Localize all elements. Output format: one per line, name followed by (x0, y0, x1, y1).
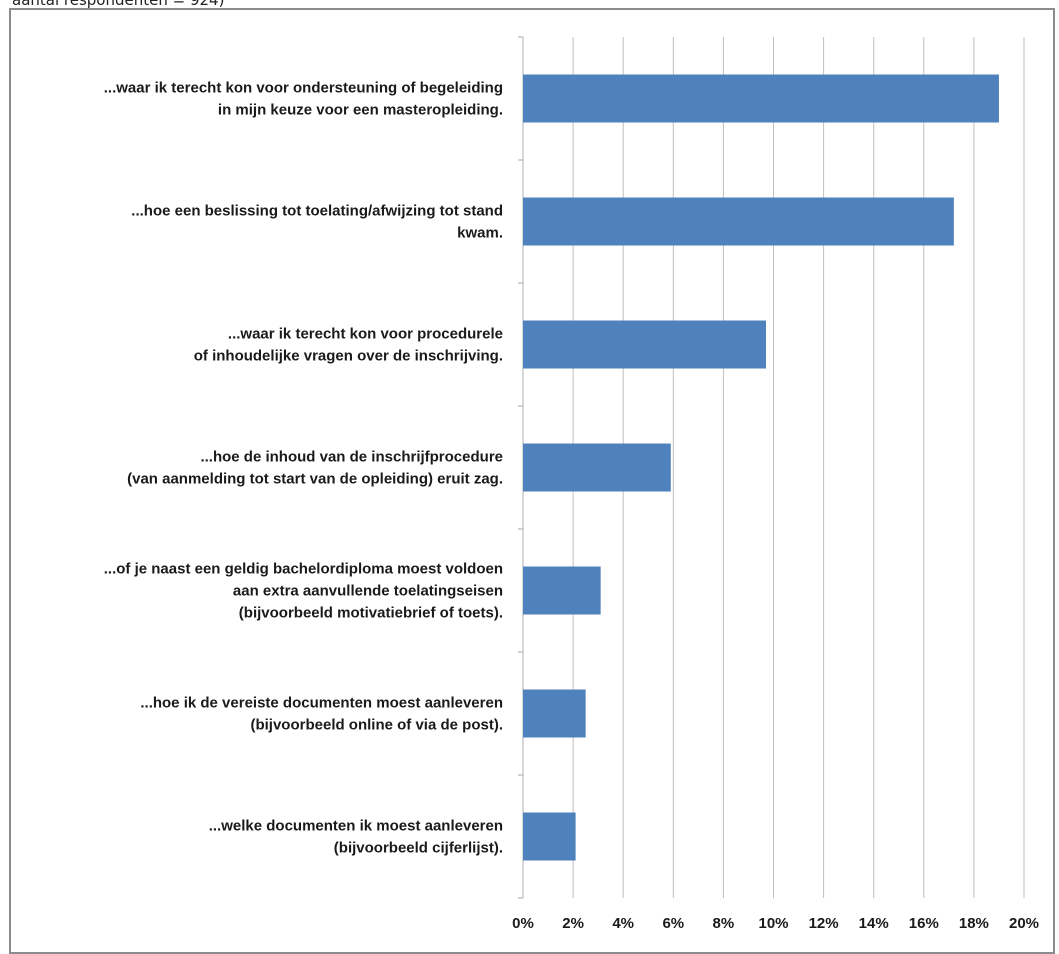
category-label: ...of je naast een geldig bachelordiplom… (104, 561, 503, 578)
bar (523, 812, 576, 861)
chart-caption: aantal respondenten = 924) (12, 0, 225, 9)
x-tick-label: 6% (662, 915, 684, 932)
bar (523, 566, 601, 615)
bar (523, 689, 586, 738)
bar (523, 197, 954, 246)
category-label: ...hoe de inhoud van de inschrijfprocedu… (200, 449, 503, 466)
category-label: (bijvoorbeeld motivatiebrief of toets). (239, 605, 503, 622)
category-label: ...hoe ik de vereiste documenten moest a… (140, 695, 503, 712)
category-label: (bijvoorbeeld online of via de post). (250, 717, 503, 734)
category-label: (bijvoorbeeld cijferlijst). (334, 840, 503, 857)
chart-frame: ...waar ik terecht kon voor ondersteunin… (9, 8, 1055, 954)
bar (523, 443, 671, 492)
category-label: aan extra aanvullende toelatingseisen (233, 583, 503, 600)
x-tick-label: 4% (612, 915, 634, 932)
category-label: ...waar ik terecht kon voor procedurele (228, 326, 503, 343)
category-label: ...hoe een beslissing tot toelating/afwi… (131, 203, 503, 220)
x-tick-label: 8% (713, 915, 735, 932)
x-tick-label: 20% (1009, 915, 1039, 932)
x-tick-label: 18% (959, 915, 989, 932)
x-tick-label: 14% (859, 915, 889, 932)
bar (523, 74, 999, 123)
category-label: ...welke documenten ik moest aanleveren (209, 818, 503, 835)
x-tick-label: 2% (562, 915, 584, 932)
bar-chart: ...waar ik terecht kon voor ondersteunin… (104, 36, 1039, 932)
x-tick-label: 16% (909, 915, 939, 932)
bar (523, 320, 766, 369)
category-label: (van aanmelding tot start van de opleidi… (127, 471, 503, 488)
category-label: of inhoudelijke vragen over de inschrijv… (194, 348, 503, 365)
x-tick-label: 10% (758, 915, 788, 932)
category-label: kwam. (457, 225, 503, 242)
category-label: in mijn keuze voor een masteropleiding. (218, 102, 503, 119)
x-tick-label: 12% (809, 915, 839, 932)
category-label: ...waar ik terecht kon voor ondersteunin… (104, 80, 503, 97)
x-tick-label: 0% (512, 915, 534, 932)
